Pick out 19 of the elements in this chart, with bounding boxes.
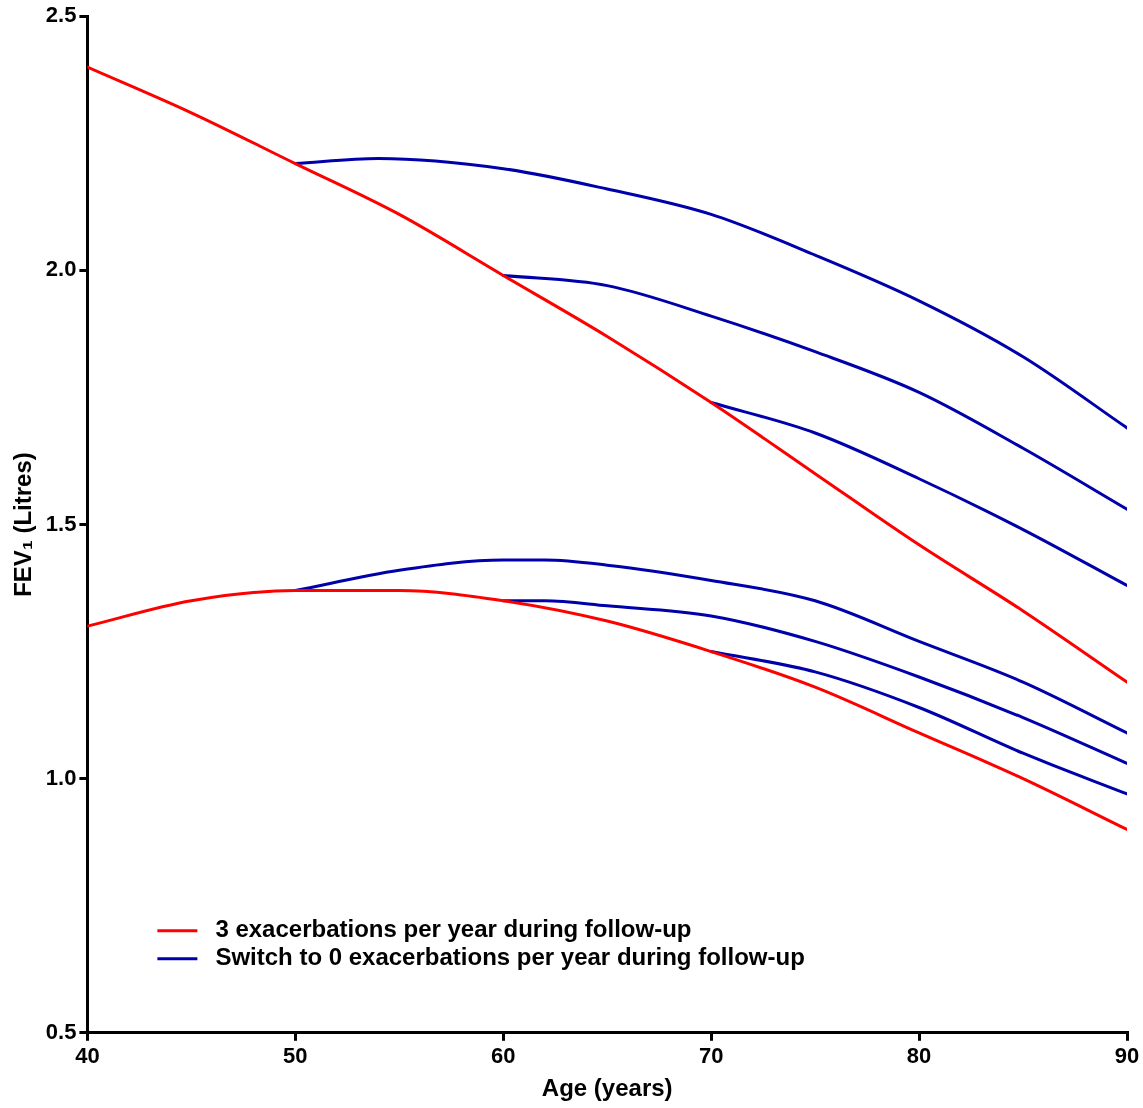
y-tick-label: 2.5 (45, 2, 77, 28)
legend-label: Switch to 0 exacerbations per year during follow-up (215, 943, 805, 971)
line-series (87, 589, 1127, 831)
line-series (87, 65, 1127, 684)
legend-label: 3 exacerbations per year during follow-up (215, 915, 692, 943)
x-tick-label: 40 (75, 1043, 100, 1069)
x-tick-label: 60 (490, 1043, 516, 1069)
line-series (709, 401, 1127, 587)
y-tick-label: 0.5 (45, 1018, 77, 1044)
x-tick-label: 90 (1114, 1043, 1140, 1069)
x-tick-label: 50 (283, 1043, 308, 1069)
y-tick-label: 1.5 (45, 510, 77, 536)
y-tick-label: 2.0 (45, 256, 77, 282)
x-axis-title: Age (years) (541, 1074, 673, 1102)
x-tick-label: 70 (698, 1043, 724, 1069)
y-axis-title: FEV₁ (Litres) (9, 452, 37, 597)
x-tick-label: 80 (906, 1043, 932, 1069)
y-tick-label: 1.0 (45, 764, 77, 790)
line-series (293, 157, 1127, 430)
